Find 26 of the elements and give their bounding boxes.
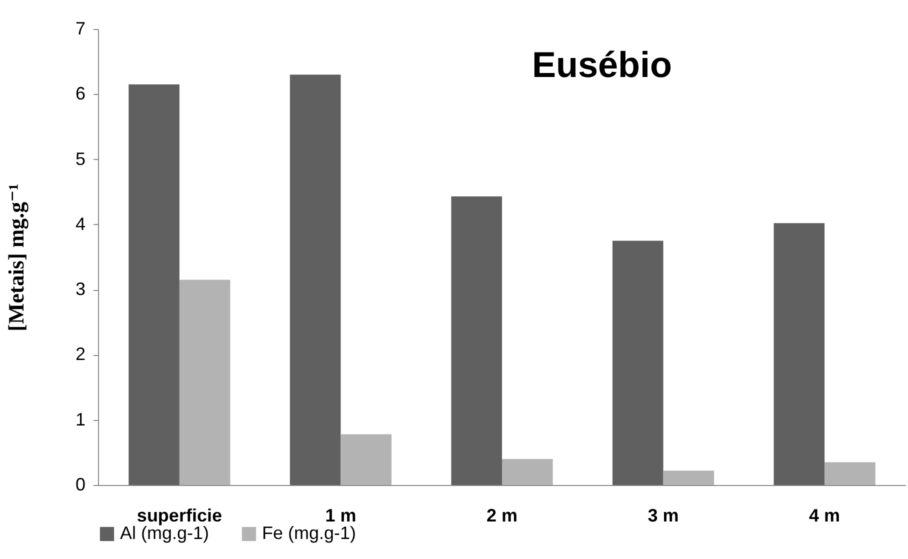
y-tick-label: 1 (75, 409, 86, 430)
y-tick-label: 0 (75, 474, 86, 494)
x-tick-label: 1 m (325, 506, 356, 526)
bar (340, 434, 392, 485)
bar (663, 470, 714, 485)
bar (612, 240, 664, 485)
x-tick-label: superficie (136, 506, 222, 526)
legend-label: Fe (mg.g-1) (262, 523, 356, 543)
bar (290, 74, 341, 485)
bar (774, 223, 825, 485)
y-tick-label: 7 (75, 18, 86, 38)
x-tick-label: 3 m (648, 506, 679, 526)
chart-title: Eusébio (532, 44, 672, 85)
y-tick-label: 5 (75, 148, 86, 169)
bar (502, 458, 553, 485)
y-tick-label: 2 (75, 344, 86, 364)
bar (824, 462, 876, 485)
y-axis-title: [Metais] mg.g⁻¹ (4, 184, 28, 332)
x-tick-label: 2 m (486, 506, 518, 526)
bar (128, 84, 180, 485)
x-tick-label: 4 m (809, 506, 840, 526)
y-tick-label: 4 (75, 214, 86, 234)
bar (179, 280, 230, 485)
bar (451, 196, 502, 485)
y-tick-label: 3 (75, 279, 86, 300)
y-tick-label: 6 (75, 84, 86, 104)
